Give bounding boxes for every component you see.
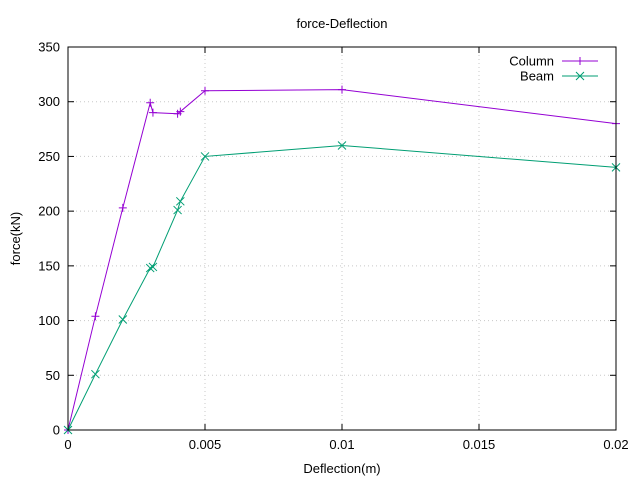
y-tick-label: 350 [38,40,60,55]
y-tick-label: 0 [53,423,60,438]
column-point [176,107,185,116]
grid [68,47,616,430]
x-tick-label: 0 [64,437,71,452]
column-line [67,89,617,431]
x-tick-label: 0.01 [329,437,354,452]
x-tick-label: 0.005 [189,437,222,452]
series-layer [63,85,621,435]
beam-point [118,315,128,324]
chart-title: force-Deflection [296,16,387,31]
column-point [201,86,209,95]
beam-point [337,141,347,150]
beam-point [145,263,155,273]
x-axis-label: Deflection(m) [303,461,380,476]
x-tick-label: 0.015 [463,437,496,452]
column-point [146,98,155,107]
beam-line [67,144,617,431]
y-axis-label: force(kN) [8,212,23,265]
column-point [91,312,100,321]
beam-point [91,369,100,379]
y-tick-label: 50 [46,368,60,383]
legend-marker-column [576,57,584,65]
y-tick-label: 200 [38,204,60,219]
legend-marker-beam [575,71,585,81]
column-point [338,85,346,94]
y-tick-label: 250 [38,149,60,164]
beam-point [173,205,182,215]
plot-frame [67,46,617,431]
y-tick-label: 150 [38,258,60,273]
legend-label-beam: Beam [520,69,554,84]
x-tick-label: 0.02 [603,437,628,452]
column-point [148,108,157,117]
column-point [118,203,127,212]
legend-label-column: Column [509,54,554,69]
y-tick-label: 100 [38,313,60,328]
axis-ticks: 0 50 100 150 200 250 300 350 0 0.005 0.01 0.015 0.02 [38,40,628,453]
beam-point [200,152,210,161]
beam-point [148,262,158,272]
y-tick-label: 300 [38,94,60,109]
beam-point [175,196,185,206]
